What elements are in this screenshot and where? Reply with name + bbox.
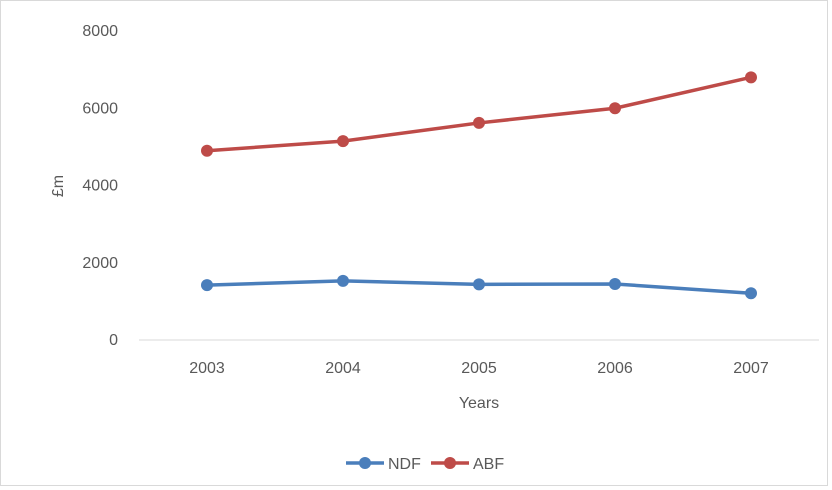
series-ndf (201, 274, 757, 300)
y-tick-label: 2000 (82, 255, 118, 272)
x-tick-label: 2003 (189, 360, 225, 377)
x-axis-label: Years (459, 395, 499, 412)
x-tick-label: 2006 (597, 360, 633, 377)
x-axis-ticks: 2003 2004 2005 2006 2007 (189, 360, 769, 377)
data-point-ndf (473, 278, 485, 291)
data-point-abf (609, 102, 621, 115)
legend-item-abf: ABF (431, 456, 504, 473)
data-point-ndf (745, 287, 757, 300)
legend-label: NDF (388, 456, 421, 473)
x-tick-label: 2004 (325, 360, 361, 377)
legend: NDF ABF (346, 456, 504, 473)
series-layer (201, 71, 757, 300)
y-axis-ticks: 0 2000 4000 6000 8000 (82, 23, 118, 349)
y-tick-label: 8000 (82, 23, 118, 40)
data-point-abf (201, 144, 213, 157)
y-tick-label: 0 (109, 332, 118, 349)
x-tick-label: 2005 (461, 360, 497, 377)
data-point-abf (745, 71, 757, 84)
legend-item-ndf: NDF (346, 456, 421, 473)
data-point-abf (337, 135, 349, 148)
data-point-ndf (201, 279, 213, 292)
series-line-abf (205, 75, 753, 153)
legend-swatch-marker (359, 457, 371, 469)
y-tick-label: 4000 (82, 178, 118, 195)
y-tick-label: 6000 (82, 100, 118, 117)
legend-label: ABF (473, 456, 504, 473)
data-point-ndf (337, 274, 349, 287)
data-point-ndf (609, 277, 621, 290)
legend-swatch-marker (444, 457, 456, 469)
y-axis-label: £m (50, 175, 67, 197)
series-abf (201, 71, 757, 157)
x-tick-label: 2007 (733, 360, 769, 377)
data-point-abf (473, 116, 485, 129)
